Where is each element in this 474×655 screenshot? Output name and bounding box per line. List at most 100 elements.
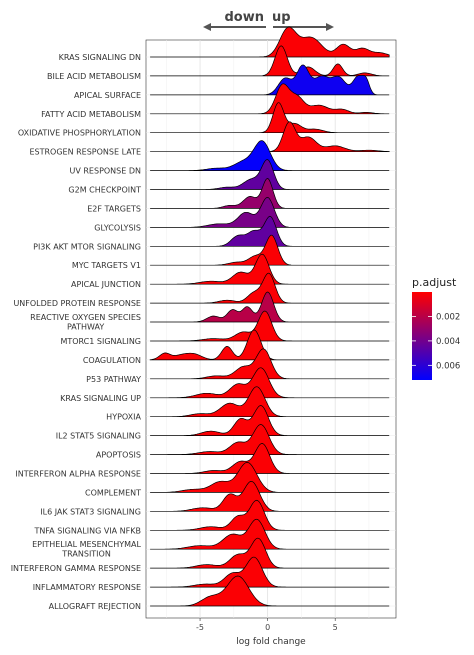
down-label: down — [224, 10, 264, 25]
y-tick-label: INFLAMMATORY RESPONSE — [33, 583, 141, 592]
x-tick-label: -5 — [196, 623, 204, 632]
ridge-density — [150, 26, 390, 58]
ridge-17 — [150, 348, 390, 380]
ridge-1 — [150, 45, 390, 77]
y-tick-label: INTERFERON GAMMA RESPONSE — [11, 564, 141, 573]
legend-tick-label: 0.006 — [436, 361, 460, 371]
legend-tick-label: 0.002 — [436, 312, 460, 322]
ridge-23 — [150, 462, 390, 493]
ridge-density — [150, 310, 390, 342]
ridge-density — [150, 83, 390, 115]
y-tick-label: IL6 JAK STAT3 SIGNALING — [40, 507, 141, 516]
ridge-density — [150, 386, 390, 418]
ridge-24 — [150, 480, 390, 512]
ridge-density — [150, 253, 390, 285]
ridge-28 — [150, 556, 390, 588]
up-arrow-head-icon — [326, 23, 334, 31]
down-arrow-head-icon — [203, 23, 211, 31]
ridge-density — [150, 405, 390, 436]
y-tick-label: APICAL SURFACE — [74, 91, 141, 100]
ridge-5 — [150, 121, 390, 153]
legend: p.adjust 0.002 0.004 0.006 — [412, 276, 460, 380]
ridge-9 — [150, 197, 390, 228]
ridge-density — [150, 234, 390, 266]
ridge-27 — [150, 537, 390, 569]
ridge-density — [150, 537, 390, 569]
y-tick-label: MTORC1 SIGNALING — [60, 337, 141, 346]
y-tick-label: INTERFERON ALPHA RESPONSE — [15, 469, 141, 478]
ridge-density — [150, 462, 390, 493]
legend-ticks: 0.002 0.004 0.006 — [412, 312, 460, 371]
ridge-density — [150, 575, 390, 607]
ridge-25 — [150, 499, 390, 531]
y-tick-label: APICAL JUNCTION — [71, 280, 141, 289]
y-tick-label: OXIDATIVE PHOSPHORYLATION — [18, 129, 141, 138]
y-tick-label: HYPOXIA — [106, 413, 141, 422]
ridge-14 — [150, 291, 390, 323]
ridge-3 — [150, 83, 390, 115]
ridge-density — [150, 159, 390, 190]
ridge-0 — [150, 26, 390, 58]
x-tick-label: 5 — [333, 623, 338, 632]
ridge-4 — [150, 102, 390, 134]
ridge-density — [150, 215, 390, 247]
ridge-density — [150, 197, 390, 228]
ridge-29 — [150, 575, 390, 607]
ridge-13 — [150, 272, 390, 304]
y-tick-label: TNFA SIGNALING VIA NFKB — [33, 526, 141, 535]
y-tick-label: COAGULATION — [83, 356, 141, 365]
ridges — [149, 26, 390, 607]
y-tick-label: KRAS SIGNALING DN — [59, 53, 141, 62]
ridge-density — [150, 518, 390, 550]
x-tick-label: 0 — [265, 623, 270, 632]
ridge-19 — [150, 386, 390, 418]
ridge-density — [150, 291, 390, 323]
ridge-density — [150, 102, 390, 134]
y-tick-label: PI3K AKT MTOR SIGNALING — [33, 242, 141, 251]
ridge-10 — [150, 215, 390, 247]
ridge-18 — [150, 367, 390, 399]
y-tick-label: ALLOGRAFT REJECTION — [49, 602, 141, 611]
ridge-density — [150, 45, 390, 77]
y-tick-label: MYC TARGETS V1 — [72, 261, 141, 270]
y-tick-label: EPITHELIAL MESENCHYMAL TRANSITION — [32, 540, 141, 559]
ridge-8 — [150, 178, 390, 209]
direction-annotation: down up — [203, 10, 334, 31]
ridge-density — [150, 424, 390, 455]
ridge-26 — [150, 518, 390, 550]
y-tick-label: E2F TARGETS — [87, 204, 141, 213]
y-tick-label: P53 PATHWAY — [86, 375, 141, 384]
x-axis-label: log fold change — [236, 637, 306, 647]
y-tick-label: IL2 STAT5 SIGNALING — [56, 432, 141, 441]
ridge-density — [150, 367, 390, 399]
y-tick-label: BILE ACID METABOLISM — [47, 72, 141, 81]
ridge-11 — [150, 234, 390, 266]
ridge-2 — [150, 64, 390, 96]
ridge-density — [150, 443, 390, 474]
legend-colorbar — [412, 292, 432, 380]
y-tick-label: COMPLEMENT — [85, 488, 141, 497]
y-tick-label: FATTY ACID METABOLISM — [41, 110, 141, 119]
y-tick-label: UNFOLDED PROTEIN RESPONSE — [13, 299, 141, 308]
y-tick-label: GLYCOLYSIS — [94, 223, 141, 232]
ridge-density — [150, 480, 390, 512]
ridge-density — [150, 348, 390, 380]
ridge-12 — [150, 253, 390, 285]
ridge-density — [150, 178, 390, 209]
y-tick-label: REACTIVE OXYGEN SPECIES PATHWAY — [30, 313, 141, 332]
y-tick-label: G2M CHECKPOINT — [68, 186, 141, 195]
ridge-density — [150, 140, 390, 171]
y-tick-label: APOPTOSIS — [96, 451, 141, 460]
ridge-density — [150, 556, 390, 588]
ridge-22 — [150, 443, 390, 474]
y-axis-labels: KRAS SIGNALING DN BILE ACID METABOLISM API… — [11, 53, 142, 611]
y-tick-label: ESTROGEN RESPONSE LATE — [29, 148, 141, 157]
legend-title: p.adjust — [412, 276, 457, 289]
y-tick-label: KRAS SIGNALING UP — [60, 394, 141, 403]
y-tick-label: UV RESPONSE DN — [70, 167, 142, 176]
ridge-density — [150, 64, 390, 96]
x-axis: -5 0 5 — [196, 618, 338, 632]
legend-tick-label: 0.004 — [436, 337, 460, 347]
